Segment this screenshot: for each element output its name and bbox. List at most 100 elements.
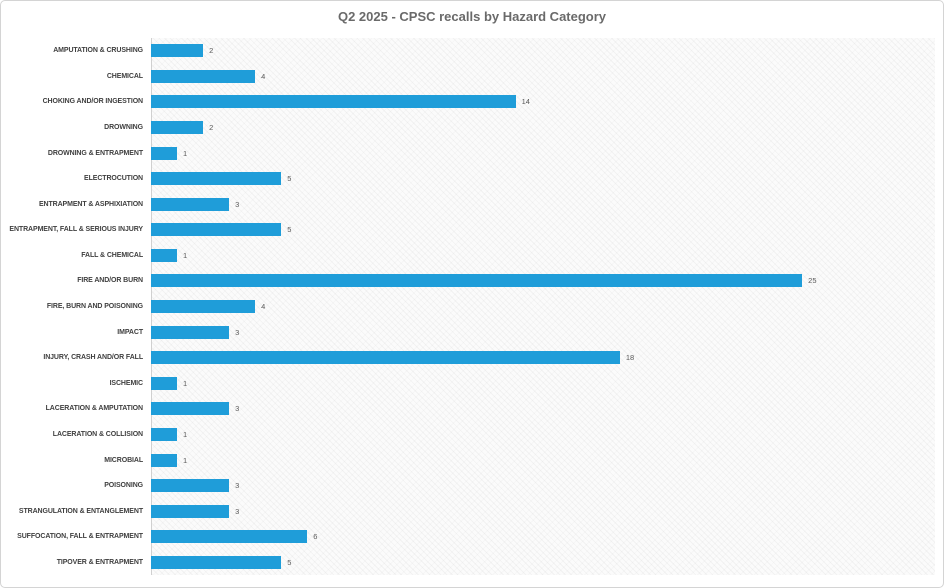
bar-zone: 25	[151, 268, 935, 294]
chart-row: DROWNING 2	[1, 115, 935, 141]
category-label: POISONING	[104, 482, 143, 490]
bar	[151, 479, 230, 493]
bar	[151, 555, 282, 569]
chart-row: IMPACT 3	[1, 319, 935, 345]
bar	[151, 402, 230, 416]
value-label: 4	[261, 71, 266, 81]
category-label: DROWNING & ENTRAPMENT	[47, 149, 143, 157]
bar-zone: 1	[151, 447, 935, 473]
bar	[151, 172, 282, 186]
category-label: ENTRAPMENT, FALL & SERIOUS INJURY	[9, 226, 143, 234]
chart-row: POISONING 3	[1, 473, 935, 499]
bar-zone: 5	[151, 217, 935, 243]
chart-row: LACERATION & COLLISION 1	[1, 422, 935, 448]
bar-zone: 2	[151, 115, 935, 141]
bar-zone: 1	[151, 422, 935, 448]
category-label: CHOKING AND/OR INGESTION	[42, 98, 144, 106]
bar	[151, 95, 516, 109]
value-label: 1	[183, 250, 188, 260]
bar	[151, 530, 308, 544]
bar-zone: 5	[151, 550, 935, 576]
category-label: ISCHEMIC	[109, 379, 144, 387]
category-label: ENTRAPMENT & ASPHIXIATION	[38, 200, 143, 208]
chart-row: AMPUTATION & CRUSHING 2	[1, 38, 935, 64]
value-label: 5	[287, 174, 292, 184]
chart-row: ISCHEMIC 1	[1, 371, 935, 397]
bar-zone: 5	[151, 166, 935, 192]
bar	[151, 69, 256, 83]
value-label: 2	[209, 123, 214, 133]
value-label: 25	[808, 276, 817, 286]
bar-zone: 6	[151, 524, 935, 550]
value-label: 18	[625, 353, 635, 363]
value-label: 3	[235, 199, 240, 209]
category-label: FIRE, BURN AND POISONING	[46, 303, 143, 311]
bar-zone: 18	[151, 345, 935, 371]
bar-zone: 4	[151, 294, 935, 320]
bar	[151, 146, 178, 160]
chart-row: TIPOVER & ENTRAPMENT 5	[1, 550, 935, 576]
category-label: FALL & CHEMICAL	[81, 251, 143, 259]
bar	[151, 300, 256, 314]
value-label: 14	[521, 97, 530, 107]
bar-zone: 3	[151, 473, 935, 499]
bar-zone: 3	[151, 191, 935, 217]
category-label: SUFFOCATION, FALL & ENTRAPMENT	[17, 533, 143, 541]
bar	[151, 197, 230, 211]
chart-row: CHOKING AND/OR INGESTION 14	[1, 89, 935, 115]
category-label: DROWNING	[104, 124, 143, 132]
category-label: ELECTROCUTION	[84, 175, 143, 183]
chart-row: ENTRAPMENT & ASPHIXIATION 3	[1, 191, 935, 217]
bar	[151, 453, 178, 467]
chart-row: INJURY, CRASH AND/OR FALL 18	[1, 345, 935, 371]
value-label: 1	[183, 378, 188, 388]
value-label: 1	[183, 148, 188, 158]
value-label: 4	[261, 302, 266, 312]
bar	[151, 504, 230, 518]
bar	[151, 351, 620, 365]
bar-zone: 3	[151, 319, 935, 345]
chart-row: LACERATION & AMPUTATION 3	[1, 396, 935, 422]
bar	[151, 325, 230, 339]
category-label: LACERATION & AMPUTATION	[45, 405, 143, 413]
value-label: 6	[313, 532, 318, 542]
category-label: MICROBIAL	[104, 456, 143, 464]
bar-chart: AMPUTATION & CRUSHING 2 CHEMICAL 4 CHOKI…	[1, 38, 935, 575]
value-label: 3	[235, 481, 240, 491]
bar-zone: 4	[151, 64, 935, 90]
bar-zone: 1	[151, 140, 935, 166]
bar	[151, 223, 282, 237]
value-label: 5	[287, 225, 292, 235]
category-label: LACERATION & COLLISION	[52, 430, 143, 438]
chart-row: STRANGULATION & ENTANGLEMENT 3	[1, 498, 935, 524]
chart-row: DROWNING & ENTRAPMENT 1	[1, 140, 935, 166]
chart-rows: AMPUTATION & CRUSHING 2 CHEMICAL 4 CHOKI…	[1, 38, 935, 575]
chart-row: MICROBIAL 1	[1, 447, 935, 473]
bar	[151, 274, 803, 288]
bar-zone: 1	[151, 243, 935, 269]
category-label: INJURY, CRASH AND/OR FALL	[43, 354, 143, 362]
chart-row: FIRE, BURN AND POISONING 4	[1, 294, 935, 320]
chart-row: SUFFOCATION, FALL & ENTRAPMENT 6	[1, 524, 935, 550]
bar-zone: 3	[151, 498, 935, 524]
bar	[151, 248, 178, 262]
bar	[151, 376, 178, 390]
value-label: 3	[235, 506, 240, 516]
bar-zone: 14	[151, 89, 935, 115]
chart-row: FALL & CHEMICAL 1	[1, 243, 935, 269]
category-label: IMPACT	[117, 328, 143, 336]
value-label: 2	[209, 46, 214, 56]
chart-row: CHEMICAL 4	[1, 64, 935, 90]
chart-title: Q2 2025 - CPSC recalls by Hazard Categor…	[337, 9, 607, 24]
category-label: STRANGULATION & ENTANGLEMENT	[18, 507, 143, 515]
chart-row: FIRE AND/OR BURN 25	[1, 268, 935, 294]
value-label: 3	[235, 327, 240, 337]
plot-area	[151, 38, 935, 575]
bar	[151, 427, 178, 441]
bar	[151, 44, 204, 58]
chart-row: ENTRAPMENT, FALL & SERIOUS INJURY 5	[1, 217, 935, 243]
bar-zone: 1	[151, 371, 935, 397]
value-label: 1	[183, 455, 188, 465]
category-label: AMPUTATION & CRUSHING	[53, 47, 143, 55]
